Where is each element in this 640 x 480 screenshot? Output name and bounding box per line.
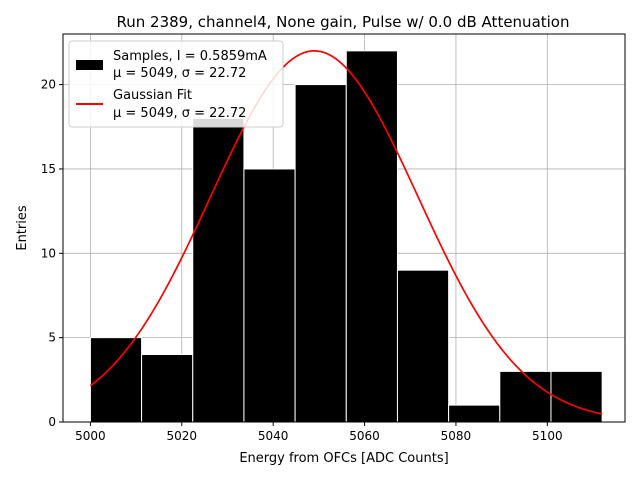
gaussian-fit [89, 50, 603, 415]
plot-frame [62, 33, 626, 423]
y-tick-label: 15 [41, 162, 56, 176]
y-axis-label: Entries [15, 205, 30, 251]
x-tick-label: 5040 [258, 429, 289, 443]
histogram-bars [89, 50, 603, 423]
y-tick-label: 5 [48, 331, 56, 345]
y-tick-label: 20 [41, 78, 56, 92]
chart-title: Run 2389, channel4, None gain, Pulse w/ … [117, 13, 570, 31]
x-axis-ticks: 5000 5020 5040 5060 5080 5100 [75, 422, 563, 443]
histogram-bar [448, 404, 501, 423]
histogram-bar [396, 269, 450, 423]
x-tick-label: 5100 [532, 429, 563, 443]
legend-box [68, 40, 284, 128]
histogram-bar [141, 354, 194, 423]
x-axis-label: Energy from OFCs [ADC Counts] [239, 451, 448, 466]
legend-swatch-samples [76, 60, 103, 70]
legend-fit-label: Gaussian Fit [113, 88, 192, 103]
histogram-bar [345, 50, 398, 423]
y-axis-ticks: 0 5 10 15 20 [41, 78, 63, 429]
legend-fit-stats: μ = 5049, σ = 22.72 [113, 106, 246, 121]
x-tick-label: 5080 [441, 429, 472, 443]
x-tick-label: 5060 [349, 429, 380, 443]
histogram-bar [294, 84, 347, 423]
gaussian-fit-curve [89, 50, 603, 415]
y-tick-label: 10 [41, 246, 56, 260]
histogram-bar [192, 117, 245, 423]
histogram-bar [499, 370, 552, 423]
histogram-bar [243, 168, 296, 423]
x-tick-label: 5020 [167, 429, 198, 443]
x-tick-label: 5000 [75, 429, 106, 443]
legend-samples-label: Samples, I = 0.5859mA [113, 49, 267, 64]
histogram-bar [550, 370, 603, 423]
legend-samples-stats: μ = 5049, σ = 22.72 [113, 66, 246, 81]
legend: Samples, I = 0.5859mA μ = 5049, σ = 22.7… [68, 40, 284, 128]
y-tick-label: 0 [48, 415, 56, 429]
